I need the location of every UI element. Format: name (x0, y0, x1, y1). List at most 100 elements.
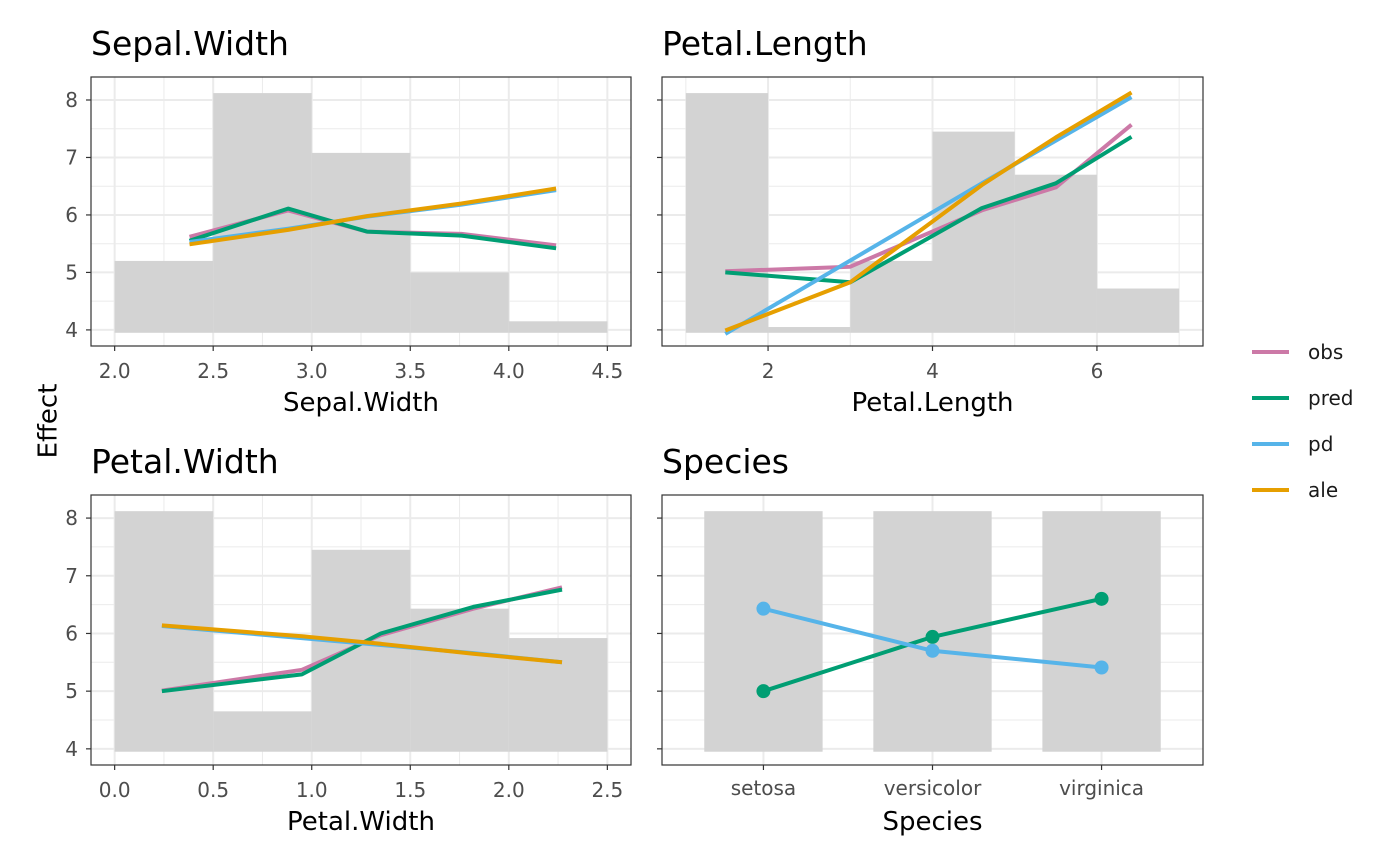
facet-species: Species setosa versicolor virginica Species (657, 442, 1204, 837)
legend-label: pd (1308, 432, 1333, 456)
panel-title: Species (662, 442, 789, 481)
x-tick-label: 1.0 (296, 778, 328, 802)
series-line-ale (161, 623, 563, 665)
y-tick-label: 7 (65, 145, 78, 169)
y-tick-label: 8 (65, 88, 78, 112)
histogram-bar (768, 327, 851, 333)
histogram-bar (410, 608, 509, 752)
x-axis-title: Species (882, 807, 982, 837)
legend-item-ale: ale (1252, 478, 1338, 502)
histogram-bar (213, 711, 312, 752)
histogram (114, 511, 608, 752)
legend-label: ale (1308, 478, 1338, 502)
y-tick-label: 7 (65, 564, 78, 588)
plot-area (91, 77, 631, 346)
series-line-ale (724, 90, 1133, 333)
x-tick-label: 1.5 (394, 778, 426, 802)
x-tick-label: 0.5 (197, 778, 229, 802)
data-point-pd (756, 601, 771, 616)
x-tick-label: 4.5 (591, 359, 623, 383)
x-axis: 2 4 6 (762, 346, 1104, 383)
y-tick-label: 6 (65, 203, 78, 227)
x-tick-label: 2.5 (591, 778, 623, 802)
x-tick-label: setosa (731, 776, 796, 800)
panel-title: Petal.Width (91, 442, 279, 481)
histogram (685, 93, 1180, 333)
histogram-bar (114, 511, 214, 752)
y-axis (657, 99, 662, 331)
panel-title: Petal.Length (662, 24, 868, 63)
legend-label: pred (1308, 386, 1353, 410)
histogram-bar (410, 272, 509, 333)
panel-title: Sepal.Width (91, 24, 289, 63)
histogram-bar (311, 152, 411, 333)
x-tick-label: 2 (762, 359, 775, 383)
series-line-pred (161, 587, 563, 694)
histogram-bar (704, 511, 823, 752)
facet-petal-width: Petal.Width 4 5 6 7 8 0.0 0.5 1.0 1.5 2.0 2.5 Petal.… (65, 442, 632, 837)
x-axis-title: Sepal.Width (283, 388, 439, 418)
histogram-bar (311, 549, 411, 752)
data-point-pd (925, 643, 940, 658)
y-axis (657, 517, 662, 750)
x-tick-label: virginica (1059, 776, 1144, 800)
y-tick-label: 4 (65, 318, 78, 342)
y-tick-label: 5 (65, 260, 78, 284)
x-tick-label: 2.5 (197, 359, 229, 383)
histogram-bar (508, 321, 608, 333)
histogram-bar (114, 260, 214, 333)
series-line-ale (189, 186, 557, 247)
x-tick-label: versicolor (884, 776, 982, 800)
histogram-bar (1014, 174, 1097, 333)
histogram (114, 93, 608, 333)
plot-area (662, 77, 1203, 346)
y-axis: 4 5 6 7 8 (65, 88, 91, 342)
histogram-bar (1042, 511, 1161, 752)
panel-border (90, 494, 632, 766)
y-tick-label: 8 (65, 506, 78, 530)
series-lines (724, 90, 1133, 336)
x-tick-label: 2.0 (99, 359, 131, 383)
data-point-pred (925, 629, 940, 644)
histogram-bar (508, 638, 608, 752)
y-tick-label: 6 (65, 621, 78, 645)
series-line-pred (188, 206, 557, 251)
legend-label: obs (1308, 340, 1343, 364)
legend-item-pd: pd (1252, 432, 1333, 456)
x-axis: 0.0 0.5 1.0 1.5 2.0 2.5 (99, 765, 623, 802)
plot-area (662, 495, 1203, 765)
data-point-pred (756, 684, 771, 699)
histogram-bar (932, 131, 1015, 333)
series-line-pred (725, 135, 1133, 285)
x-tick-label: 2.0 (493, 778, 525, 802)
series-lines (756, 591, 1109, 699)
x-axis: 2.0 2.5 3.0 3.5 4.0 4.5 (99, 346, 623, 383)
x-tick-label: 4.0 (493, 359, 525, 383)
legend-item-obs: obs (1252, 340, 1343, 364)
legend: obs pred pd ale (1252, 340, 1353, 502)
series-lines (161, 585, 563, 694)
histogram-bar (685, 93, 769, 333)
x-tick-label: 3.5 (394, 359, 426, 383)
y-tick-label: 4 (65, 737, 78, 761)
legend-item-pred: pred (1252, 386, 1353, 410)
x-axis-title: Petal.Width (287, 807, 435, 837)
y-axis: 4 5 6 7 8 (65, 506, 91, 761)
facet-sepal-width: Sepal.Width 4 5 6 7 8 2.0 2.5 3.0 3.5 4.0 4.5 Sepal.… (65, 24, 632, 418)
x-tick-label: 6 (1091, 359, 1104, 383)
panel-border (90, 76, 632, 347)
y-tick-label: 5 (65, 679, 78, 703)
series-lines (188, 186, 557, 251)
x-tick-label: 3.0 (296, 359, 328, 383)
x-tick-label: 4 (926, 359, 939, 383)
facet-petal-length: Petal.Length 2 4 6 Petal.Length (657, 24, 1204, 418)
x-tick-label: 0.0 (99, 778, 131, 802)
data-point-pred (1094, 591, 1109, 606)
data-point-pd (1094, 660, 1109, 675)
x-axis: setosa versicolor virginica (731, 765, 1144, 800)
x-axis-title: Petal.Length (851, 388, 1013, 418)
y-axis-title: Effect (34, 384, 64, 459)
plot-area (91, 495, 631, 765)
